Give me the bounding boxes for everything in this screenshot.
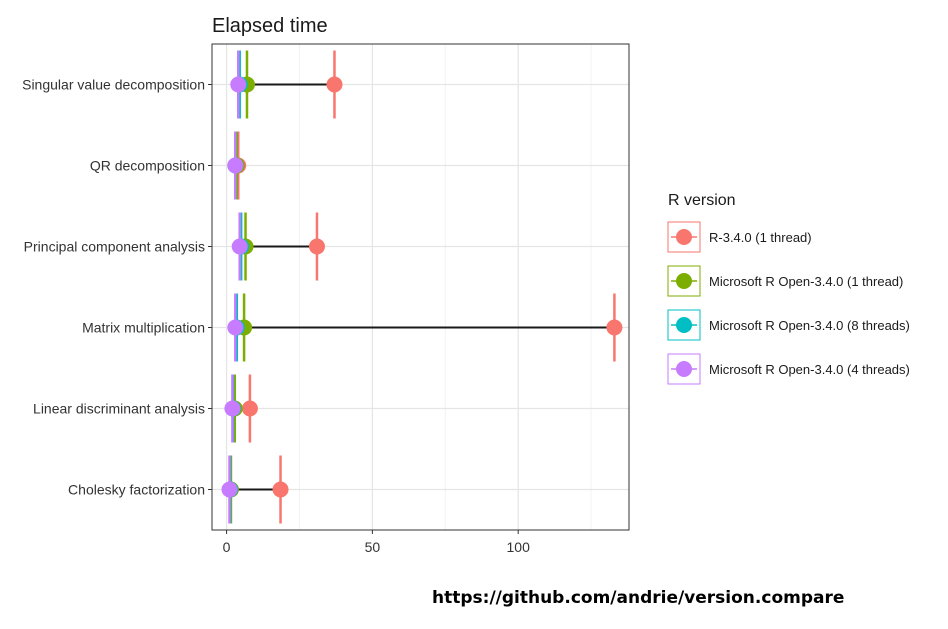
x-tick-label: 50 [365, 539, 381, 555]
source-url: https://github.com/andrie/version.compar… [432, 588, 845, 608]
data-point-dot [231, 238, 248, 255]
legend-label: Microsoft R Open-3.4.0 (4 threads) [709, 362, 910, 377]
x-axis-ticks: 0 50 100 [223, 530, 530, 555]
legend-key-dot [676, 317, 692, 333]
legend-item: Microsoft R Open-3.4.0 (1 thread) [667, 265, 903, 297]
data-point-dot [326, 76, 343, 93]
data-marks [221, 50, 623, 524]
data-point [221, 455, 238, 524]
legend-key-dot [676, 273, 692, 289]
data-point-dot [227, 157, 244, 174]
chart-title: Elapsed time [212, 15, 328, 37]
data-point [224, 374, 241, 443]
range-lines [229, 83, 615, 491]
data-point-dot [224, 400, 241, 417]
x-tick-label: 0 [223, 539, 231, 555]
legend-item: Microsoft R Open-3.4.0 (8 threads) [667, 309, 910, 341]
legend-key-dot [676, 229, 692, 245]
x-tick-label: 100 [507, 539, 531, 555]
data-point [272, 455, 289, 524]
plot-panel-border [211, 43, 630, 531]
legend: R version R-3.4.0 (1 thread) Microsoft R … [667, 192, 910, 385]
data-point-dot [606, 319, 623, 336]
data-point [231, 212, 248, 281]
data-point-dot [272, 481, 289, 498]
y-axis-label: Singular value decomposition [22, 77, 205, 93]
y-axis-labels: Singular value decomposition QR decomposi… [22, 77, 212, 498]
y-axis-label: Cholesky factorization [68, 482, 205, 498]
data-point [308, 212, 325, 281]
data-point-dot [308, 238, 325, 255]
data-point [606, 293, 623, 362]
data-point [227, 293, 244, 362]
legend-item: Microsoft R Open-3.4.0 (4 threads) [667, 353, 910, 385]
data-point [230, 50, 247, 119]
y-axis-label: Matrix multiplication [82, 320, 205, 336]
data-point-dot [241, 400, 258, 417]
grid-lines [212, 44, 629, 530]
legend-label: Microsoft R Open-3.4.0 (1 thread) [709, 274, 903, 289]
legend-key-dot [676, 361, 692, 377]
legend-item: R-3.4.0 (1 thread) [667, 221, 812, 253]
data-point [227, 131, 244, 200]
data-point-dot [227, 319, 244, 336]
y-axis-label: Principal component analysis [24, 239, 205, 255]
data-point [241, 374, 258, 443]
y-axis-label: QR decomposition [90, 158, 205, 174]
data-point-dot [230, 76, 247, 93]
legend-title: R version [668, 192, 736, 209]
legend-label: Microsoft R Open-3.4.0 (8 threads) [709, 318, 910, 333]
data-point [326, 50, 343, 119]
y-axis-label: Linear discriminant analysis [33, 401, 205, 417]
legend-label: R-3.4.0 (1 thread) [709, 230, 812, 245]
data-point-dot [221, 481, 238, 498]
